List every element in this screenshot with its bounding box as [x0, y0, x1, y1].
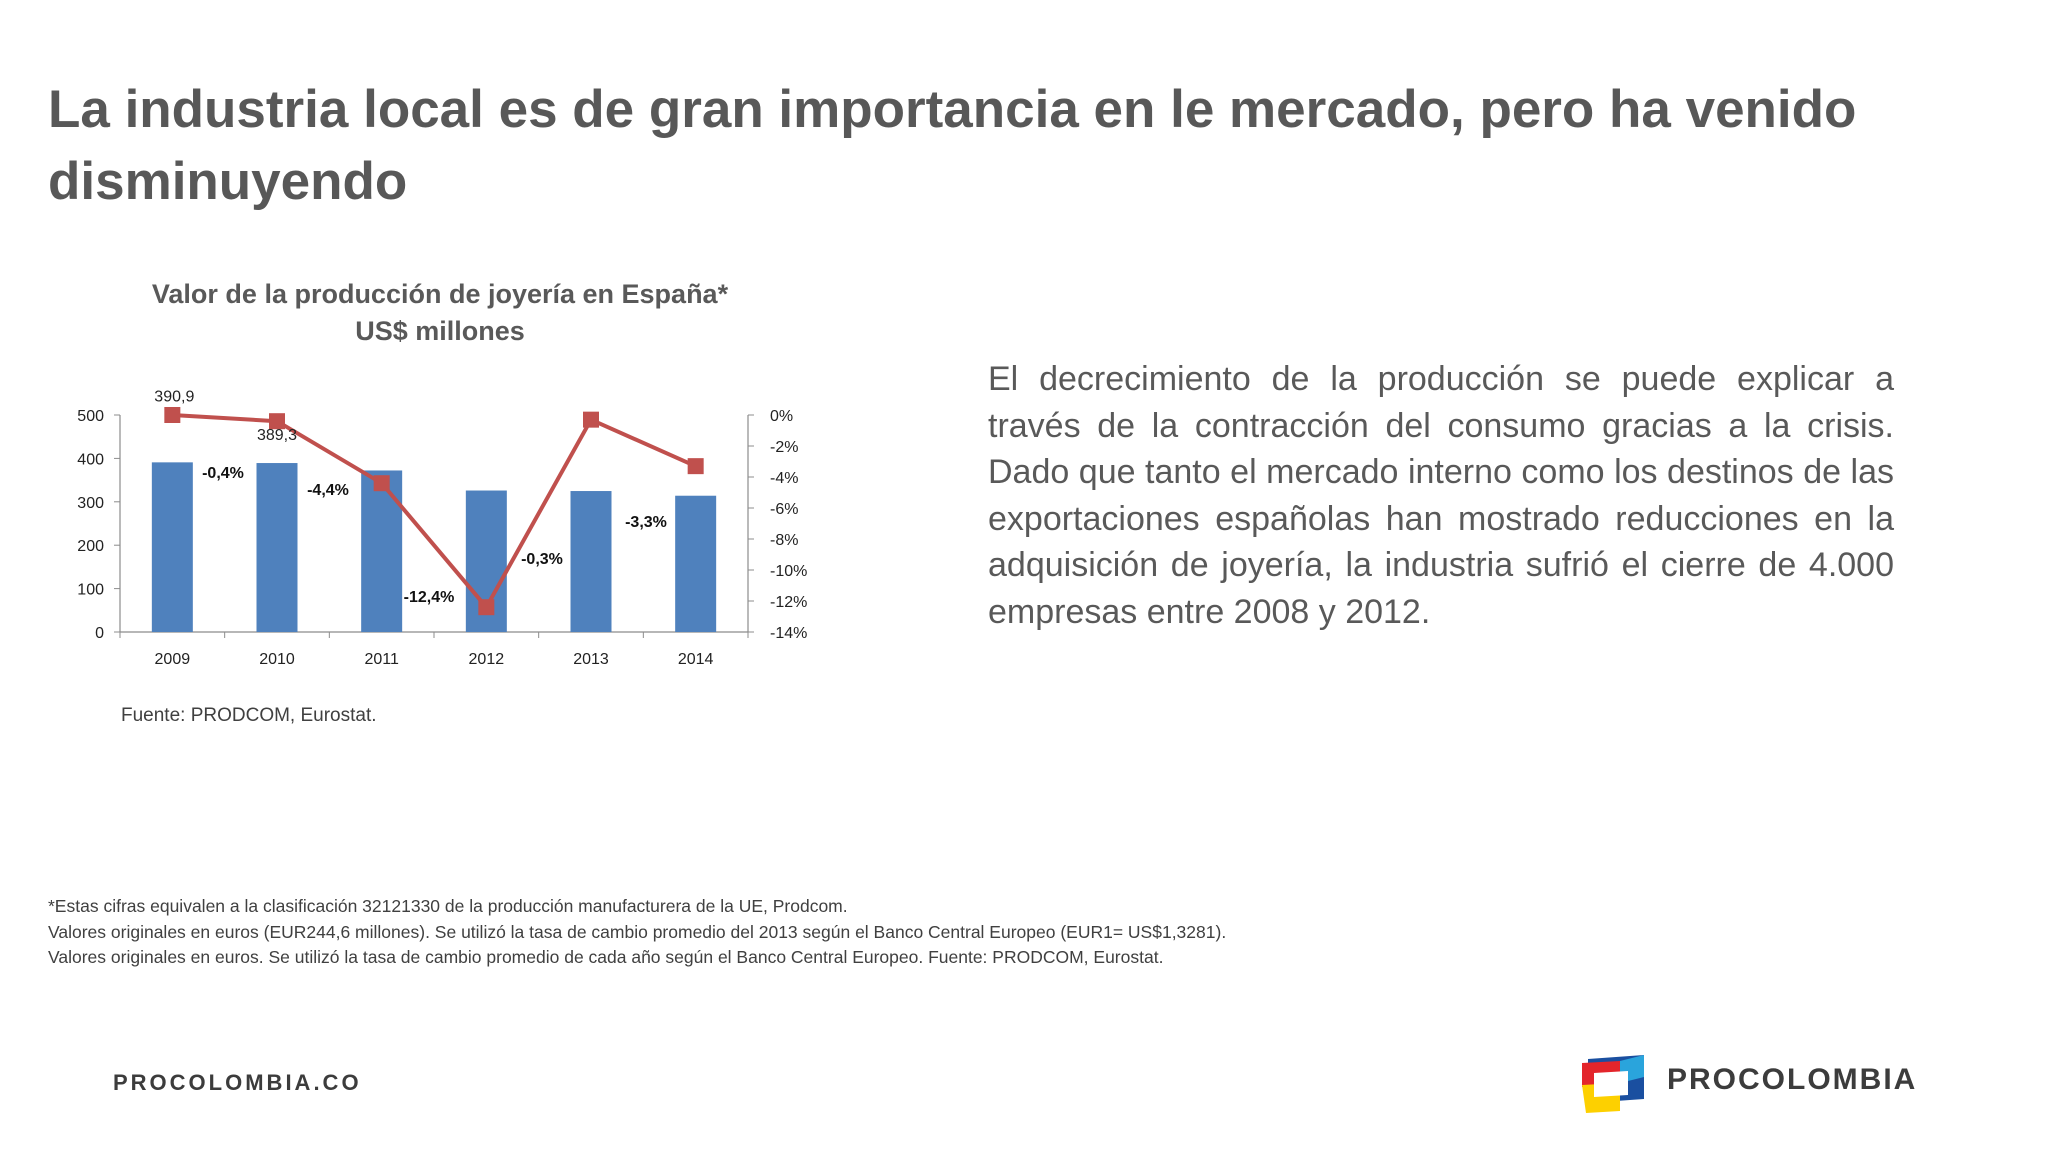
footnote-3: Valores originales en euros. Se utilizó … — [48, 947, 1164, 967]
y-left-tick-label: 200 — [77, 538, 104, 555]
procolombia-logo-icon — [1582, 1055, 1644, 1113]
y-right-tick-label: -12% — [770, 594, 807, 611]
x-tick-label: 2009 — [155, 651, 191, 668]
bar — [151, 462, 193, 632]
footnotes: *Estas cifras equivalen a la clasificaci… — [48, 894, 1248, 971]
growth-value-label: -3,3% — [625, 514, 667, 531]
bar — [675, 495, 717, 632]
footnote-2: Valores originales en euros (EUR244,6 mi… — [48, 921, 1227, 942]
y-right-tick-label: -10% — [770, 563, 807, 580]
y-left-tick-label: 0 — [95, 625, 104, 642]
y-right-tick-label: -2% — [770, 439, 798, 456]
chart-title-line-2: US$ millones — [355, 316, 525, 346]
y-right-tick-label: -8% — [770, 532, 798, 549]
y-left-tick-label: 100 — [77, 582, 104, 599]
x-tick-label: 2012 — [469, 651, 505, 668]
x-tick-label: 2010 — [259, 651, 295, 668]
bar — [361, 470, 403, 632]
growth-marker — [478, 599, 495, 616]
x-tick-label: 2013 — [573, 651, 609, 668]
y-right-tick-label: -6% — [770, 501, 798, 518]
x-tick-label: 2011 — [364, 651, 399, 668]
y-right-tick-label: -14% — [770, 625, 807, 642]
y-right-tick-label: -4% — [770, 470, 798, 487]
bar-value-label: 389,3 — [257, 427, 297, 444]
production-chart: 0 100 200 300 400 500 0% -2% -4% -6% -8% -10% -12% -1… — [77, 390, 807, 668]
growth-marker — [269, 413, 285, 430]
growth-value-label: -12,4% — [404, 589, 455, 606]
y-right-tick-label: 0% — [770, 408, 793, 425]
footnote-1: *Estas cifras equivalen a la clasificaci… — [48, 896, 848, 916]
brand-logo: PROCOLOMBIA — [1580, 1055, 2000, 1115]
chart-source: Fuente: PRODCOM, Eurostat. — [121, 705, 377, 726]
x-tick-label: 2014 — [678, 651, 714, 668]
bar — [570, 491, 612, 632]
chart-title: Valor de la producción de joyería en Esp… — [110, 276, 770, 350]
bar-value-label: 390,9 — [154, 390, 194, 405]
growth-value-label: -0,3% — [521, 551, 563, 568]
growth-line — [172, 413, 697, 611]
growth-marker — [373, 475, 390, 492]
slide-title: La industria local es de gran importanci… — [48, 80, 1857, 211]
footer-url: PROCOLOMBIA.CO — [113, 1070, 362, 1095]
growth-value-label: -4,4% — [307, 482, 349, 499]
growth-marker — [687, 458, 704, 475]
y-left-tick-label: 300 — [77, 495, 104, 512]
growth-value-label: -0,4% — [202, 465, 244, 482]
growth-marker — [583, 411, 599, 428]
y-left-tick-label: 500 — [77, 408, 104, 425]
body-text: El decrecimiento de la producción se pue… — [988, 360, 1894, 631]
growth-marker — [164, 407, 181, 423]
bar — [256, 463, 298, 632]
y-left-tick-label: 400 — [77, 451, 104, 468]
brand-name: PROCOLOMBIA — [1667, 1063, 1918, 1096]
chart-title-line-1: Valor de la producción de joyería en Esp… — [151, 279, 729, 309]
